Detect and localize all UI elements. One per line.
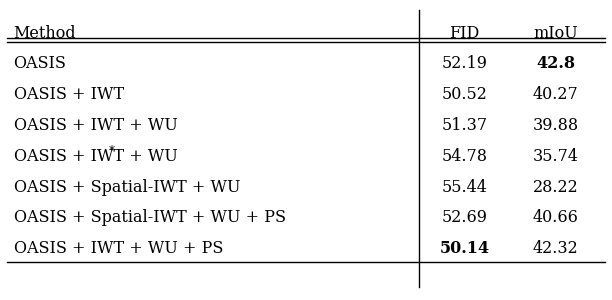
Text: 40.66: 40.66	[533, 209, 579, 226]
Text: 42.32: 42.32	[533, 240, 579, 257]
Text: FID: FID	[449, 25, 480, 42]
Text: OASIS + Spatial-IWT + WU: OASIS + Spatial-IWT + WU	[13, 178, 240, 196]
Text: mIoU: mIoU	[534, 25, 578, 42]
Text: OASIS: OASIS	[13, 56, 67, 73]
Text: 52.69: 52.69	[441, 209, 487, 226]
Text: 50.14: 50.14	[439, 240, 490, 257]
Text: 50.52: 50.52	[441, 86, 487, 103]
Text: OASIS + IWT: OASIS + IWT	[13, 86, 124, 103]
Text: OASIS + IWT + WU + PS: OASIS + IWT + WU + PS	[13, 240, 223, 257]
Text: Method: Method	[13, 25, 76, 42]
Text: 51.37: 51.37	[441, 117, 488, 134]
Text: OASIS + IWT + WU: OASIS + IWT + WU	[13, 117, 177, 134]
Text: 55.44: 55.44	[441, 178, 487, 196]
Text: 42.8: 42.8	[536, 56, 575, 73]
Text: *: *	[109, 146, 115, 158]
Text: OASIS + IWT + WU: OASIS + IWT + WU	[13, 148, 177, 165]
Text: 54.78: 54.78	[441, 148, 487, 165]
Text: 28.22: 28.22	[533, 178, 579, 196]
Text: 35.74: 35.74	[533, 148, 579, 165]
Text: 40.27: 40.27	[533, 86, 579, 103]
Text: 39.88: 39.88	[532, 117, 579, 134]
Text: OASIS + Spatial-IWT + WU + PS: OASIS + Spatial-IWT + WU + PS	[13, 209, 286, 226]
Text: 52.19: 52.19	[441, 56, 487, 73]
